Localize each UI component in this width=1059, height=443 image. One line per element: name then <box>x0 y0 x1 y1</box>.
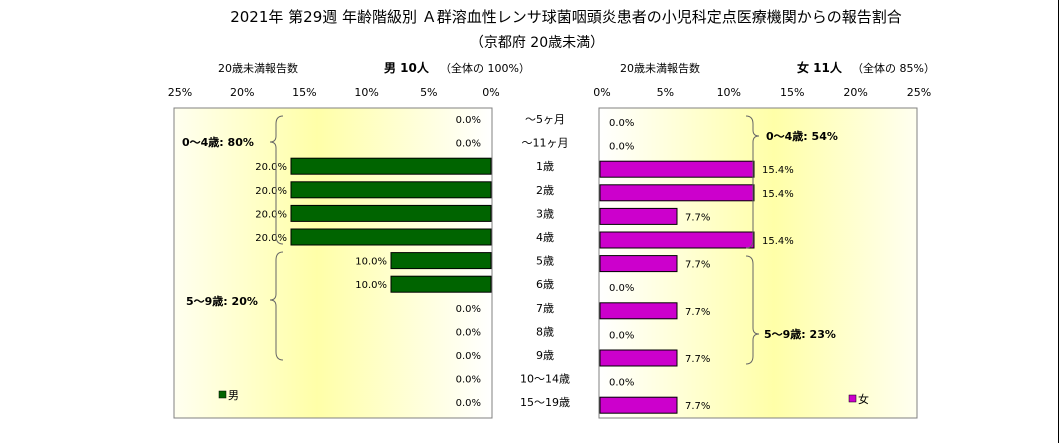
male-axis-ticks: 25% 20% 15% 10% 5% 0% <box>168 86 500 99</box>
male-tick-label: 5% <box>420 86 437 99</box>
male-value-labels: 0.0% 0.0% 20.0% 20.0% 20.0% 20.0% 10.0% 10.0% 0.… <box>255 115 481 409</box>
male-group-label-5-9: 5〜9歳: 20% <box>186 294 258 308</box>
chart-title: 2021年 第29週 年齢階級別 Ａ群溶血性レンサ球菌咽頭炎患者の小児科定点医療… <box>230 8 902 26</box>
female-header-caption: 20歳未満報告数 <box>620 62 700 75</box>
female-tick-label: 10% <box>717 86 741 99</box>
male-header-count: 男 10人 <box>384 60 430 75</box>
female-value-label: 15.4% <box>762 189 794 200</box>
female-value-label: 7.7% <box>685 354 710 365</box>
female-group-brace-0-4 <box>745 115 760 249</box>
male-legend-label: 男 <box>228 389 239 402</box>
chart-subtitle: （京都府 20歳未満） <box>470 35 604 51</box>
male-tick-label: 0% <box>482 86 499 99</box>
male-value-label: 0.0% <box>456 115 481 126</box>
male-tick-label: 25% <box>168 86 192 99</box>
female-bar <box>599 255 678 273</box>
female-tick-label: 20% <box>843 86 867 99</box>
female-header-count: 女 11人 <box>797 60 843 75</box>
age-category-label: 3歳 <box>536 207 554 220</box>
female-value-labels: 0.0% 0.0% 15.4% 15.4% 7.7% 15.4% 7.7% 0.0% 7.7% 0… <box>609 118 794 412</box>
female-tick-label: 25% <box>907 86 931 99</box>
age-category-label: 4歳 <box>536 231 554 244</box>
male-tick-label: 20% <box>230 86 254 99</box>
age-category-label: 6歳 <box>536 278 554 291</box>
female-group-brace-5-9 <box>745 255 760 365</box>
female-tick-label: 0% <box>593 86 610 99</box>
male-value-label: 0.0% <box>456 327 481 338</box>
male-value-label: 0.0% <box>456 351 481 362</box>
female-bars <box>599 160 755 414</box>
female-legend-swatch <box>848 394 857 403</box>
female-tick-label: 5% <box>657 86 674 99</box>
male-value-label: 10.0% <box>355 257 387 268</box>
female-bar <box>599 349 678 367</box>
male-bar <box>290 204 492 222</box>
age-category-label: 10〜14歳 <box>520 373 570 386</box>
female-value-label: 15.4% <box>762 236 794 247</box>
age-category-label: 5歳 <box>536 255 554 268</box>
female-bar <box>599 396 678 414</box>
male-value-label: 10.0% <box>355 280 387 291</box>
male-value-label: 20.0% <box>255 209 287 220</box>
age-category-label: 2歳 <box>536 184 554 197</box>
female-value-label: 15.4% <box>762 165 794 176</box>
female-header-share: （全体の 85%） <box>852 61 935 75</box>
female-value-label: 7.7% <box>685 260 710 271</box>
female-bar <box>599 231 755 249</box>
male-legend-swatch <box>218 390 227 399</box>
female-value-label: 0.0% <box>609 330 634 341</box>
female-value-label: 7.7% <box>685 401 710 412</box>
female-bar <box>599 160 755 178</box>
female-value-label: 0.0% <box>609 283 634 294</box>
male-value-label: 0.0% <box>456 398 481 409</box>
male-tick-label: 10% <box>354 86 378 99</box>
male-group-brace-5-9 <box>269 251 284 361</box>
male-bar <box>390 275 492 293</box>
male-bar <box>290 181 492 199</box>
age-category-label: 〜5ヶ月 <box>525 113 565 126</box>
male-bars <box>290 157 492 293</box>
female-group-label-0-4: 0〜4歳: 54% <box>766 129 838 143</box>
male-group-brace-0-4 <box>269 115 284 245</box>
age-category-label: 〜11ヶ月 <box>522 137 569 150</box>
female-bar <box>599 207 678 225</box>
male-bar <box>290 157 492 175</box>
male-header-caption: 20歳未満報告数 <box>218 62 298 75</box>
female-tick-label: 15% <box>780 86 804 99</box>
female-axis-ticks: 0% 5% 10% 15% 20% 25% <box>593 86 931 99</box>
male-bar <box>290 228 492 246</box>
female-value-label: 7.7% <box>685 212 710 223</box>
male-value-label: 0.0% <box>456 304 481 315</box>
female-value-label: 0.0% <box>609 378 634 389</box>
male-value-label: 0.0% <box>456 139 481 150</box>
female-value-label: 7.7% <box>685 307 710 318</box>
male-bar <box>390 252 492 270</box>
age-category-label: 8歳 <box>536 325 554 338</box>
age-category-labels: 〜5ヶ月〜11ヶ月 1歳 2歳 3歳 4歳 5歳 6歳 7歳 8歳 9歳 10〜14歳 15〜19歳 <box>520 113 570 409</box>
male-value-label: 20.0% <box>255 162 287 173</box>
female-value-label: 0.0% <box>609 118 634 129</box>
female-value-label: 0.0% <box>609 142 634 153</box>
male-value-label: 20.0% <box>255 233 287 244</box>
male-tick-label: 15% <box>292 86 316 99</box>
age-category-label: 7歳 <box>536 302 554 315</box>
male-value-label: 0.0% <box>456 375 481 386</box>
age-category-label: 1歳 <box>536 160 554 173</box>
female-bar <box>599 184 755 202</box>
female-bar <box>599 302 678 320</box>
male-value-label: 20.0% <box>255 186 287 197</box>
age-category-label: 15〜19歳 <box>520 396 570 409</box>
male-group-label-0-4: 0〜4歳: 80% <box>182 135 254 149</box>
age-category-label: 9歳 <box>536 349 554 362</box>
female-legend-label: 女 <box>858 392 869 406</box>
male-header-share: （全体の 100%） <box>440 61 530 75</box>
female-group-label-5-9: 5〜9歳: 23% <box>764 327 836 341</box>
